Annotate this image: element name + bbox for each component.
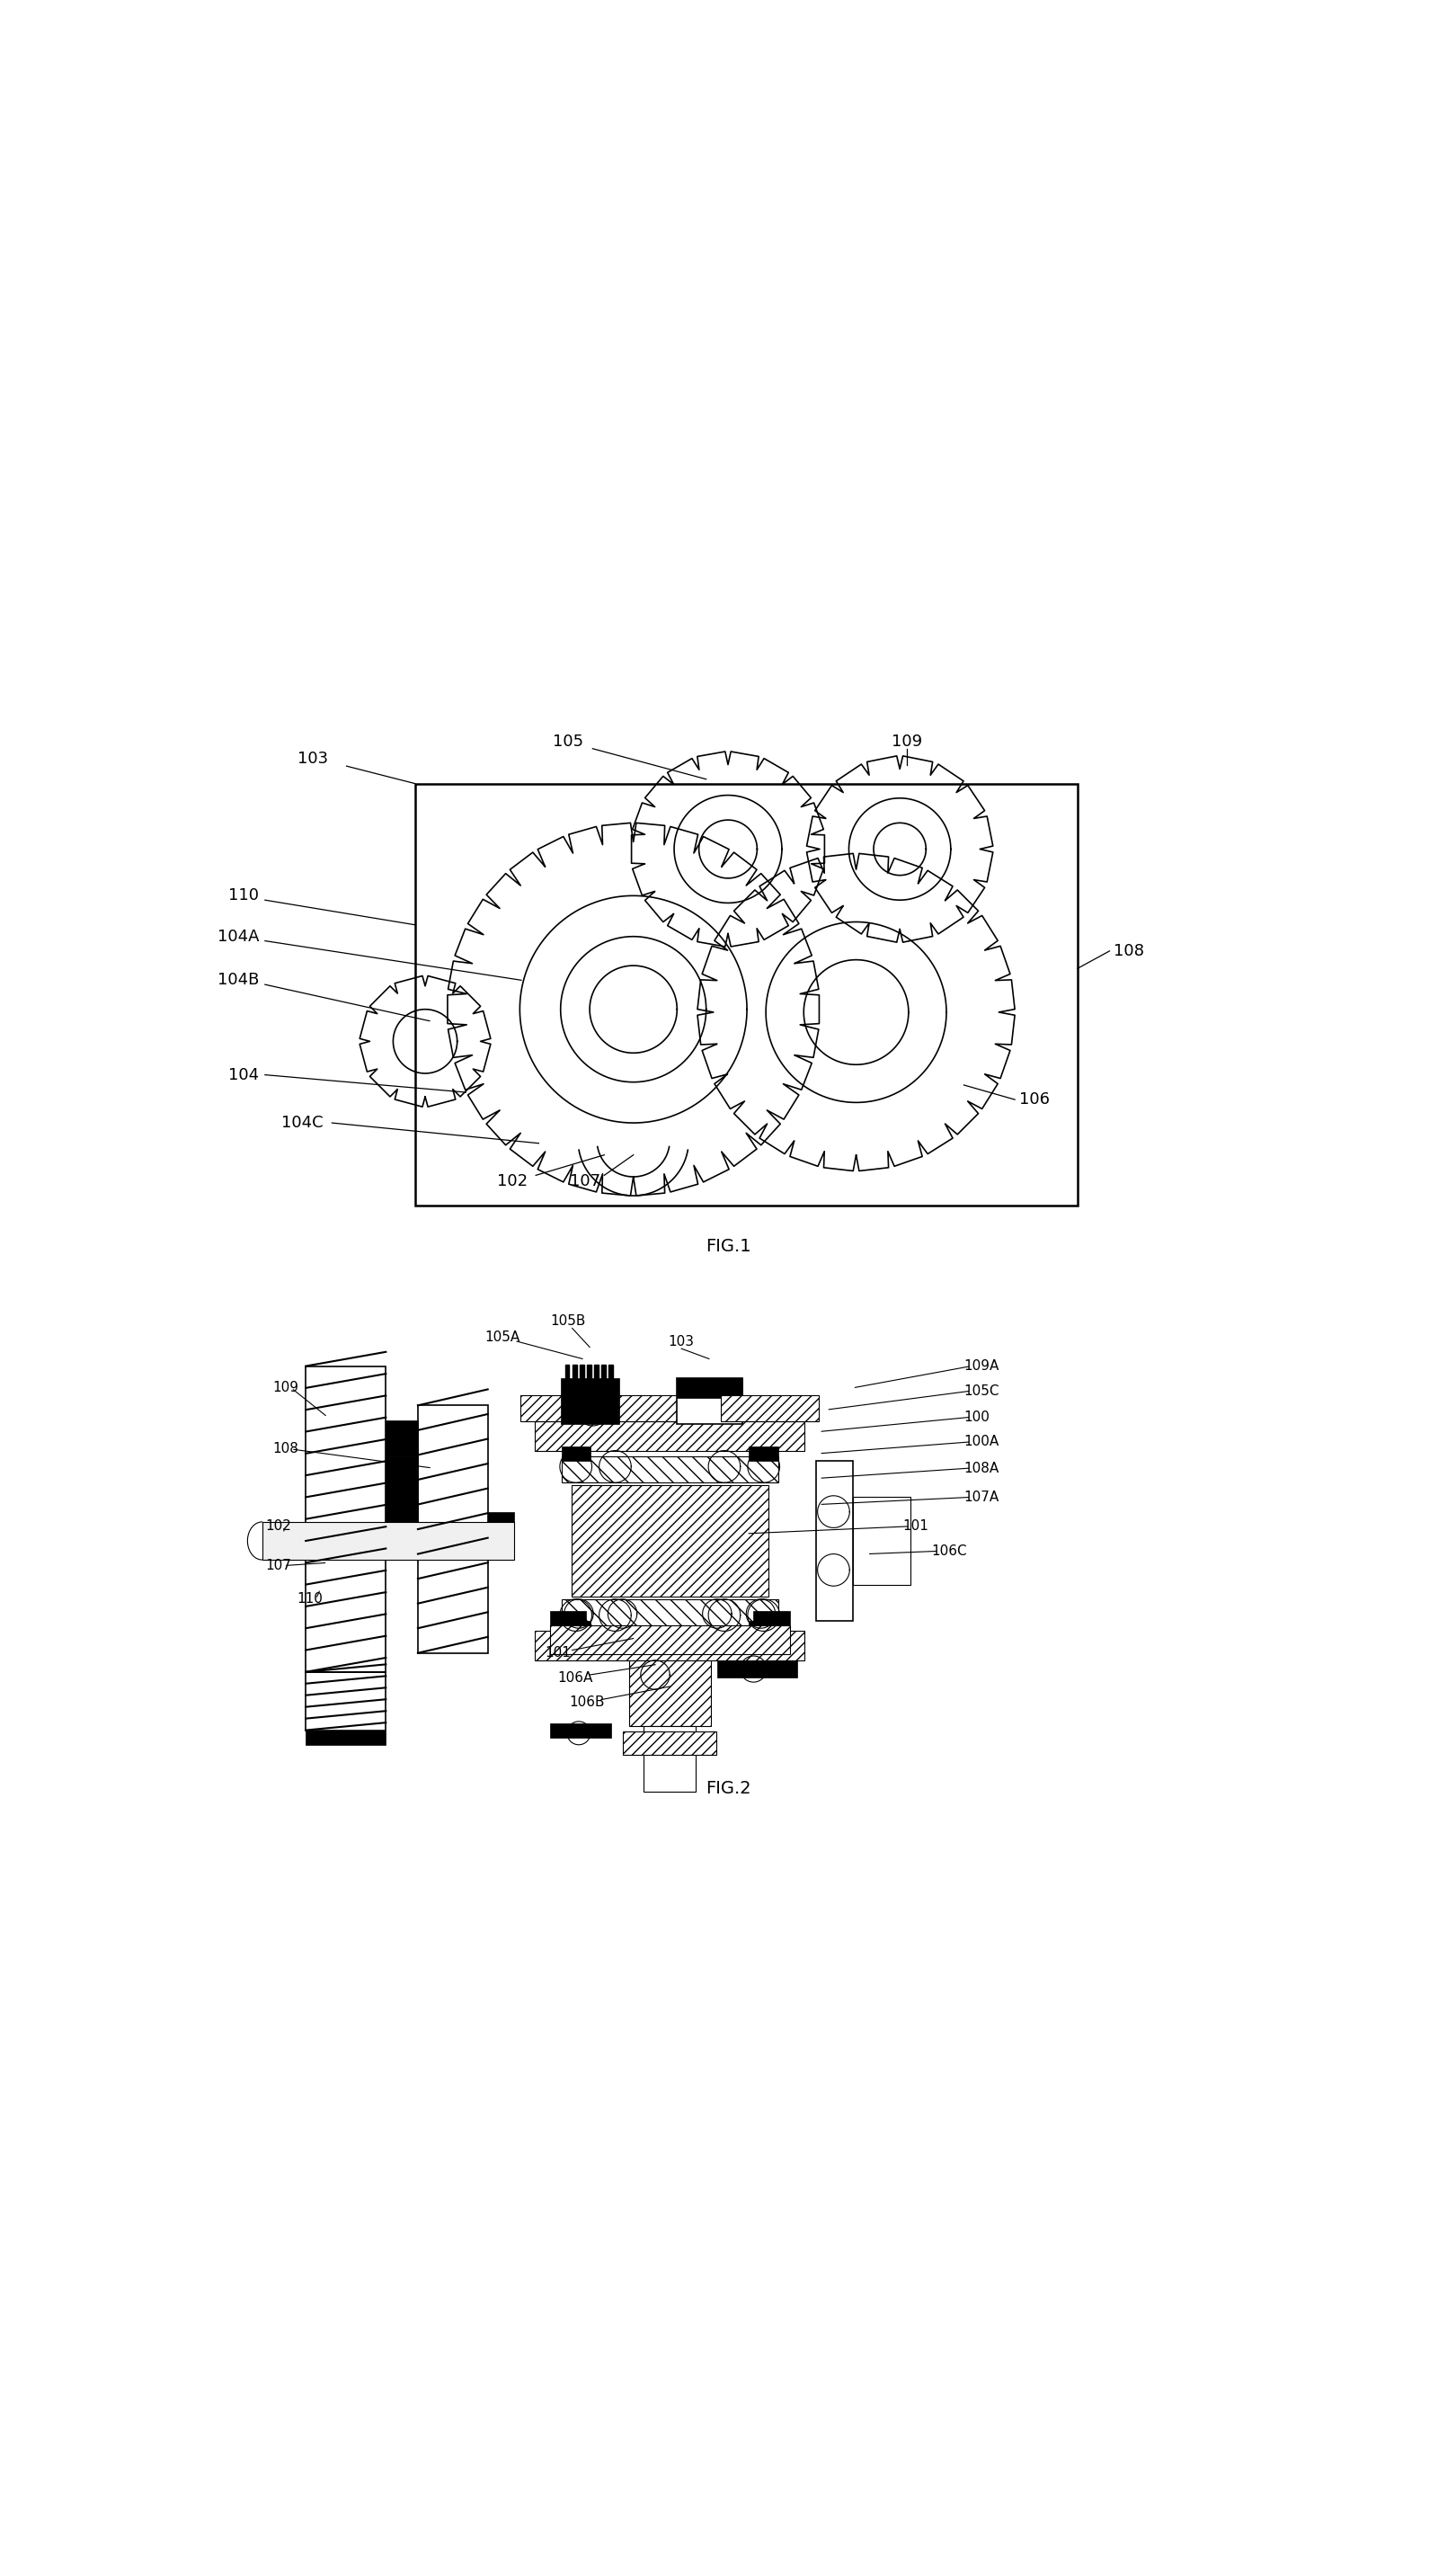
Text: 101: 101	[545, 1646, 571, 1659]
Bar	[550, 1626, 791, 1654]
Text: 104A: 104A	[217, 928, 259, 944]
Text: 106B: 106B	[569, 1695, 604, 1710]
Text: FIG.2: FIG.2	[705, 1780, 751, 1798]
Bar	[565, 1366, 569, 1379]
Bar	[748, 1620, 778, 1636]
Bar	[415, 784, 1077, 1206]
Text: 107: 107	[569, 1173, 601, 1188]
Bar	[609, 1366, 613, 1379]
Text: 107A: 107A	[964, 1489, 999, 1505]
Text: 107: 107	[265, 1559, 291, 1571]
Bar	[550, 1723, 612, 1739]
Text: 108A: 108A	[964, 1461, 999, 1474]
Bar	[561, 1379, 619, 1425]
Text: 109: 109	[891, 733, 923, 748]
Bar	[677, 1379, 743, 1425]
Text: 102: 102	[496, 1173, 529, 1188]
Text: 109A: 109A	[964, 1361, 999, 1373]
Bar	[262, 1523, 514, 1559]
Bar	[536, 1422, 804, 1451]
Bar	[572, 1366, 577, 1379]
Text: 106A: 106A	[558, 1672, 593, 1685]
Bar	[386, 1420, 418, 1456]
Text: FIG.1: FIG.1	[705, 1237, 751, 1255]
Bar	[754, 1610, 789, 1626]
Text: 100: 100	[964, 1409, 990, 1425]
Bar	[572, 1487, 769, 1597]
Bar	[386, 1456, 418, 1525]
Text: 103: 103	[668, 1335, 695, 1348]
Bar	[306, 1731, 386, 1744]
Text: 106C: 106C	[932, 1543, 967, 1559]
Text: 108: 108	[272, 1443, 298, 1456]
Text: 102: 102	[265, 1520, 291, 1533]
Text: 105B: 105B	[550, 1314, 585, 1327]
Text: 105A: 105A	[485, 1330, 520, 1343]
Text: 110: 110	[297, 1592, 323, 1605]
Bar	[629, 1662, 711, 1726]
Bar	[521, 1394, 713, 1422]
Text: 104C: 104C	[281, 1114, 323, 1132]
Text: 108: 108	[1114, 944, 1144, 959]
Text: 109: 109	[272, 1381, 298, 1394]
Text: 100A: 100A	[964, 1435, 999, 1448]
Text: 106: 106	[1019, 1091, 1050, 1109]
Text: 105C: 105C	[964, 1384, 999, 1397]
Bar	[594, 1366, 598, 1379]
Text: 104: 104	[229, 1067, 259, 1083]
Text: 105: 105	[552, 733, 584, 748]
Bar	[562, 1456, 779, 1481]
Bar	[550, 1610, 585, 1626]
Bar	[601, 1366, 606, 1379]
Bar	[306, 1366, 386, 1672]
Bar	[562, 1445, 591, 1461]
Bar	[815, 1461, 853, 1620]
Bar	[536, 1631, 804, 1662]
Text: 103: 103	[297, 751, 329, 766]
Bar	[306, 1672, 386, 1731]
Bar	[644, 1726, 696, 1790]
Bar	[623, 1731, 716, 1754]
Bar	[677, 1379, 743, 1399]
Bar	[579, 1366, 584, 1379]
Bar	[562, 1600, 779, 1626]
Bar	[587, 1366, 591, 1379]
Bar	[716, 1662, 798, 1677]
Text: 101: 101	[903, 1520, 929, 1533]
Bar	[721, 1394, 818, 1422]
Text: 110: 110	[229, 887, 259, 903]
Bar	[562, 1620, 591, 1636]
Bar	[488, 1512, 514, 1548]
Bar	[853, 1497, 911, 1584]
Bar	[748, 1445, 778, 1461]
Bar	[418, 1404, 488, 1654]
Text: 104B: 104B	[217, 972, 259, 988]
